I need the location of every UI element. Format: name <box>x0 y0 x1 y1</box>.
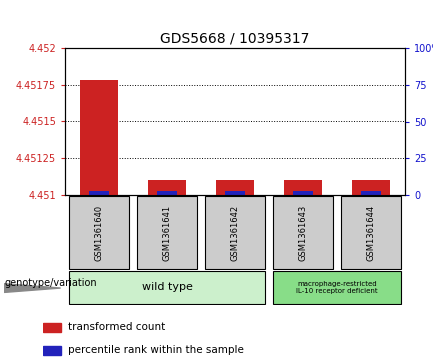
Bar <box>43 323 61 331</box>
Bar <box>43 346 61 355</box>
Text: macrophage-restricted
IL-10 receptor deficient: macrophage-restricted IL-10 receptor def… <box>296 281 378 294</box>
FancyBboxPatch shape <box>69 272 265 303</box>
Text: GSM1361640: GSM1361640 <box>94 204 103 261</box>
Text: wild type: wild type <box>142 282 192 293</box>
FancyBboxPatch shape <box>341 196 401 269</box>
Text: GSM1361644: GSM1361644 <box>366 204 375 261</box>
Bar <box>361 191 381 195</box>
Bar <box>216 180 254 195</box>
Bar <box>225 191 245 195</box>
FancyBboxPatch shape <box>205 196 265 269</box>
Bar <box>89 191 109 195</box>
Bar <box>80 80 118 195</box>
Bar <box>157 191 177 195</box>
Text: percentile rank within the sample: percentile rank within the sample <box>68 345 244 355</box>
FancyBboxPatch shape <box>69 196 129 269</box>
FancyBboxPatch shape <box>273 196 333 269</box>
Bar <box>293 191 313 195</box>
Bar <box>284 180 322 195</box>
FancyBboxPatch shape <box>273 272 401 303</box>
Text: transformed count: transformed count <box>68 322 165 332</box>
Text: GSM1361642: GSM1361642 <box>230 204 239 261</box>
Bar <box>352 180 390 195</box>
Text: genotype/variation: genotype/variation <box>4 278 97 288</box>
Text: GSM1361643: GSM1361643 <box>298 204 307 261</box>
Bar <box>148 180 186 195</box>
FancyBboxPatch shape <box>137 196 197 269</box>
Polygon shape <box>4 284 61 293</box>
Text: GSM1361641: GSM1361641 <box>162 204 171 261</box>
Title: GDS5668 / 10395317: GDS5668 / 10395317 <box>160 32 310 45</box>
